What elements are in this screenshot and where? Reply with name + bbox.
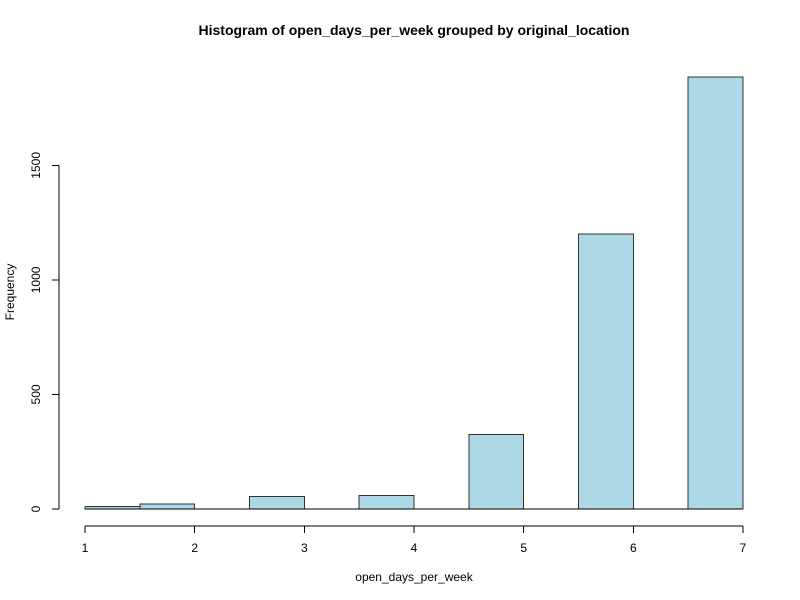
x-tick-label: 1 xyxy=(82,541,89,555)
histogram-bar xyxy=(687,76,744,510)
bars xyxy=(84,76,744,510)
y-tick-label: 0 xyxy=(29,505,43,512)
x-axis-label: open_days_per_week xyxy=(355,570,473,584)
y-tick-label: 1000 xyxy=(29,266,43,293)
y-tick-label: 500 xyxy=(29,384,43,404)
x-tick-label: 2 xyxy=(191,541,198,555)
x-tick-label: 6 xyxy=(630,541,637,555)
histogram-bar xyxy=(249,495,305,510)
histogram-bar xyxy=(468,434,525,510)
histogram-bar xyxy=(358,495,415,510)
histogram-bar xyxy=(139,503,196,510)
x-tick-label: 7 xyxy=(740,541,747,555)
chart-title: Histogram of open_days_per_week grouped … xyxy=(199,22,630,38)
x-tick-label: 4 xyxy=(411,541,418,555)
histogram-bar xyxy=(578,233,634,510)
y-tick-label: 1500 xyxy=(29,152,43,179)
x-tick-label: 3 xyxy=(301,541,308,555)
x-tick-label: 5 xyxy=(520,541,527,555)
y-axis-label: Frequency xyxy=(3,264,17,321)
y-axis: 0 500 1000 1500 xyxy=(29,152,60,512)
x-axis: 1 2 3 4 5 6 7 xyxy=(82,525,747,555)
